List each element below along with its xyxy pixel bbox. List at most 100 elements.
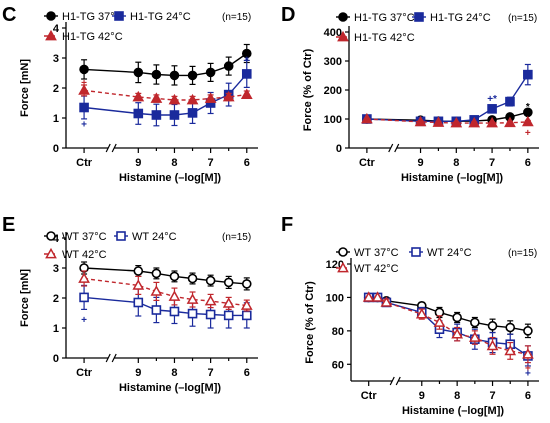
data-point <box>150 285 163 296</box>
data-point <box>415 308 428 319</box>
legend-label: H1-TG 24°C <box>430 12 491 24</box>
legend-label: WT 37°C <box>354 247 399 259</box>
legend-label: WT 24°C <box>427 247 472 259</box>
legend-marker <box>338 12 348 22</box>
data-point <box>240 88 253 99</box>
data-point <box>450 116 463 128</box>
data-point <box>504 116 516 128</box>
data-point <box>169 70 180 81</box>
data-point <box>132 90 145 102</box>
panel-label: C <box>2 4 16 26</box>
y-tick-label: 4 <box>53 23 60 35</box>
legend-marker <box>45 29 57 41</box>
data-point <box>151 110 162 120</box>
data-point <box>133 297 144 308</box>
y-axis-label: Force [mN] <box>19 269 31 327</box>
data-point <box>79 64 89 75</box>
series-line <box>84 296 247 317</box>
data-point <box>523 69 533 80</box>
axis-break-mark <box>394 143 400 153</box>
y-tick-label: 0 <box>53 353 59 365</box>
panel-label: F <box>281 214 293 236</box>
axis-break-mark <box>395 376 401 386</box>
data-point <box>187 308 198 319</box>
data-point <box>204 92 217 103</box>
data-point <box>241 48 252 59</box>
legend-entry: H1-TG 42°C <box>44 29 123 43</box>
axis-break <box>390 145 397 151</box>
data-point <box>487 321 498 331</box>
legend-marker <box>114 11 124 21</box>
significance-marker: + <box>525 364 531 375</box>
data-point <box>78 84 90 95</box>
legend-marker <box>46 11 56 21</box>
data-point <box>371 291 384 302</box>
axis-break-mark <box>388 143 394 153</box>
data-point <box>151 69 162 80</box>
series-red-triangle <box>78 270 253 312</box>
significance-marker: + <box>525 369 531 380</box>
data-point <box>151 305 162 315</box>
x-tick-label: 9 <box>135 367 141 379</box>
significance-marker: + <box>81 78 87 89</box>
x-axis-label: Histamine (–log[M]) <box>401 172 503 184</box>
y-tick-label: 80 <box>332 326 344 338</box>
series-line <box>83 73 248 116</box>
data-point <box>380 296 393 307</box>
axis-break-mark <box>105 353 111 363</box>
data-point <box>187 70 198 81</box>
n-label: (n=15) <box>508 248 537 259</box>
data-point <box>240 299 253 310</box>
data-point <box>241 310 252 321</box>
x-tick-label: 7 <box>489 390 495 402</box>
legend-marker <box>414 12 424 22</box>
x-tick-label: 8 <box>453 157 459 169</box>
legend-label: H1-TG 24°C <box>130 11 191 23</box>
legend-marker <box>45 247 57 259</box>
x-tick-label: Ctr <box>76 157 93 169</box>
data-point <box>468 331 481 342</box>
legend-label: WT 42°C <box>62 249 107 261</box>
panel-e: E 0 1 2 3 4 Ctr 9 8 7 6 Histamine (–log[M]) Force [m… <box>2 214 258 394</box>
significance-marker: * <box>245 56 249 67</box>
y-tick-label: 3 <box>53 53 59 65</box>
significance-marker: +* <box>487 94 497 105</box>
y-tick-label: 2 <box>53 83 59 95</box>
data-point <box>504 344 517 356</box>
data-point <box>241 279 252 289</box>
legend-entry: WT 42°C <box>44 247 107 261</box>
panel-c: C 0 1 2 3 4 Ctr 9 8 7 6 Histamine (–log[M]) Force [m… <box>2 4 258 184</box>
data-point <box>505 322 516 333</box>
y-axis-label: Force [mN] <box>19 59 31 117</box>
data-point <box>79 102 89 113</box>
x-tick-label: 9 <box>419 390 425 402</box>
data-point <box>168 290 181 301</box>
axis-break <box>392 378 399 384</box>
y-tick-label: 3 <box>53 263 59 275</box>
x-tick-label: 7 <box>208 157 214 169</box>
data-point <box>168 93 181 105</box>
x-tick-label: Ctr <box>76 367 93 379</box>
legend-entry: H1-TG 24°C <box>412 12 491 24</box>
legend-entry: H1-TG 42°C <box>336 30 415 44</box>
data-point <box>186 293 199 304</box>
y-tick-label: 0 <box>53 143 59 155</box>
n-label: (n=15) <box>508 13 537 24</box>
legend-label: WT 24°C <box>132 231 177 243</box>
x-tick-label: 8 <box>171 367 177 379</box>
axis-break <box>108 145 115 151</box>
data-point <box>452 312 462 323</box>
x-tick-label: 6 <box>244 367 250 379</box>
series-red-triangle <box>78 84 253 105</box>
axis-break-mark <box>389 376 395 386</box>
legend-label: H1-TG 42°C <box>62 31 123 43</box>
y-axis-label: Force (% of Ctr) <box>304 281 316 364</box>
data-point <box>169 306 180 317</box>
panel-d: D 0 100 200 300 400 Ctr 9 8 7 6 Histamine (–log[M])… <box>281 4 539 184</box>
legend-label: WT 37°C <box>62 231 107 243</box>
data-point <box>78 272 90 283</box>
data-point <box>187 273 198 284</box>
series-line <box>368 296 529 332</box>
data-point <box>223 310 234 321</box>
